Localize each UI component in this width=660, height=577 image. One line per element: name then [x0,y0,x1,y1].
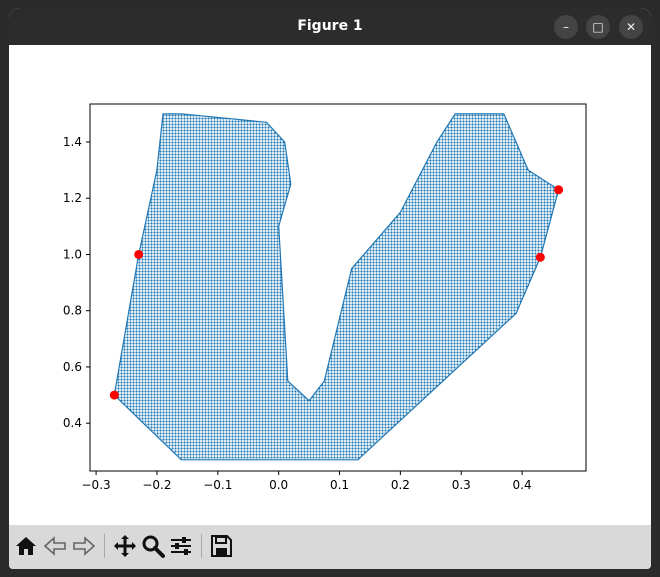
scatter-plot: −0.3 −0.2 −0.1 0.0 0.1 0.2 0.3 0.4 0.4 0.6 0.8 1.0… [63,103,587,492]
configure-subplots-icon[interactable] [168,533,194,559]
x-tick-label: 0.2 [391,478,410,492]
home-icon[interactable] [13,533,39,559]
figure-window: Figure 1 – □ ✕ −0.3 −0.2 −0.1 0.0 0.1 0.2 0.3 0… [9,8,651,569]
navigation-toolbar [9,525,651,569]
save-icon[interactable] [208,533,234,559]
red-marker-point [134,249,144,259]
forward-icon[interactable] [71,533,97,559]
red-marker-point [535,252,545,262]
x-tick-label: 0.3 [452,478,471,492]
red-marker-point [109,390,119,400]
x-tick-label: −0.2 [142,478,171,492]
figure-canvas: −0.3 −0.2 −0.1 0.0 0.1 0.2 0.3 0.4 0.4 0.6 0.8 1.0… [9,45,651,525]
red-marker-point [554,185,564,195]
x-tick-label: 0.0 [269,478,288,492]
x-tick-label: −0.3 [82,478,111,492]
y-tick-label: 1.2 [63,191,82,205]
y-tick-label: 0.6 [63,360,82,374]
maximize-button[interactable]: □ [586,15,610,39]
toolbar-separator [104,534,105,558]
y-tick-label: 0.8 [63,304,82,318]
point-cloud [113,113,560,461]
y-tick-label: 1.0 [63,247,82,261]
close-button[interactable]: ✕ [619,15,643,39]
back-icon[interactable] [42,533,68,559]
axes-frame [89,103,587,472]
x-tick-label: 0.4 [513,478,532,492]
x-tick-label: 0.1 [330,478,349,492]
y-tick-label: 1.4 [63,135,82,149]
pan-icon[interactable] [112,533,138,559]
toolbar-separator [201,534,202,558]
title-bar: Figure 1 – □ ✕ [9,8,651,45]
window-title: Figure 1 [297,18,363,34]
x-tick-label: −0.1 [203,478,232,492]
minimize-button[interactable]: – [554,15,578,39]
y-tick-label: 0.4 [63,416,82,430]
zoom-icon[interactable] [140,533,166,559]
